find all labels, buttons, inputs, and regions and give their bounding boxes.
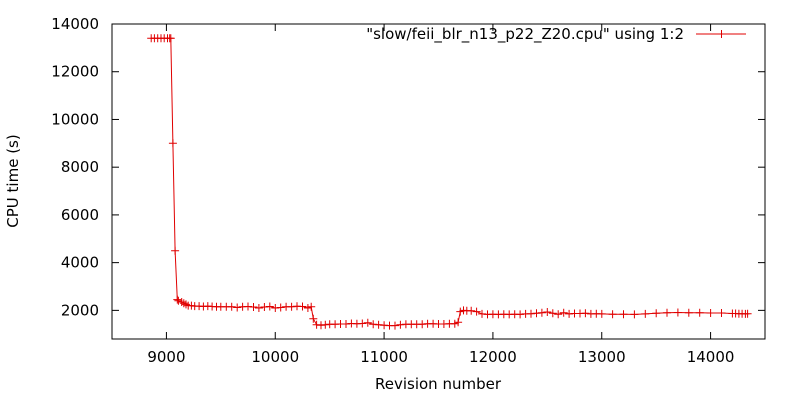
data-point — [641, 309, 650, 318]
data-point — [391, 321, 399, 330]
data-point — [467, 306, 476, 315]
data-point — [358, 319, 367, 328]
y-tick-label: 12000 — [51, 63, 99, 81]
data-point — [450, 319, 459, 328]
data-point — [171, 246, 180, 255]
data-point — [743, 309, 752, 318]
data-point — [608, 310, 617, 319]
data-point — [472, 307, 481, 316]
data-point — [307, 302, 316, 311]
data-point — [652, 309, 661, 318]
plot-frame — [111, 23, 766, 340]
data-point — [298, 302, 307, 311]
data-point — [717, 309, 726, 317]
data-point — [166, 34, 175, 43]
data-point — [227, 302, 236, 311]
data-point — [554, 310, 563, 319]
data-point — [630, 310, 639, 319]
data-point — [249, 303, 258, 311]
y-tick-label: 10000 — [51, 110, 99, 128]
data-point — [303, 304, 312, 312]
data-point — [673, 308, 682, 317]
legend: "slow/feii_blr_n13_p22_Z20.cpu" using 1:… — [366, 25, 746, 44]
y-tick-label: 2000 — [61, 301, 99, 319]
data-point — [543, 308, 552, 316]
data-point — [548, 309, 557, 318]
x-tick-label: 13000 — [578, 348, 626, 366]
data-point — [581, 309, 590, 318]
data-point — [663, 308, 671, 317]
y-axis-ticks: 2000 4000 6000 8000 10000 12000 14000 — [51, 15, 765, 319]
data-point — [168, 139, 177, 148]
data-point — [695, 308, 704, 317]
data-point — [537, 308, 546, 317]
data-point — [233, 303, 242, 312]
y-tick-label: 8000 — [61, 158, 99, 176]
x-tick-label: 14000 — [687, 348, 735, 366]
data-point — [619, 310, 628, 319]
data-point — [309, 314, 318, 323]
y-tick-label: 6000 — [61, 206, 99, 224]
series-line — [151, 37, 748, 327]
data-point — [706, 309, 715, 317]
data-point — [173, 295, 182, 304]
x-tick-label: 9000 — [147, 348, 185, 366]
data-point — [684, 308, 693, 317]
data-point — [597, 309, 606, 318]
data-point — [177, 298, 186, 306]
x-tick-label: 11000 — [360, 348, 408, 366]
y-axis-label: CPU time (s) — [4, 134, 22, 227]
x-axis-label: Revision number — [375, 375, 502, 393]
data-point — [174, 296, 183, 305]
data-point — [363, 318, 372, 327]
x-tick-label: 12000 — [469, 348, 517, 366]
data-point — [254, 304, 263, 312]
data-point — [454, 318, 463, 327]
x-axis-ticks: 9000 10000 11000 12000 13000 14000 — [147, 24, 734, 366]
legend-label: "slow/feii_blr_n13_p22_Z20.cpu" using 1:… — [366, 25, 684, 44]
y-tick-label: 14000 — [51, 15, 99, 33]
y-tick-label: 4000 — [61, 254, 99, 272]
data-point — [559, 308, 568, 317]
data-point — [265, 302, 274, 311]
data-point — [456, 307, 465, 316]
data-series — [147, 34, 752, 330]
x-tick-label: 10000 — [251, 348, 299, 366]
data-point — [276, 303, 285, 312]
legend-marker — [717, 30, 726, 38]
